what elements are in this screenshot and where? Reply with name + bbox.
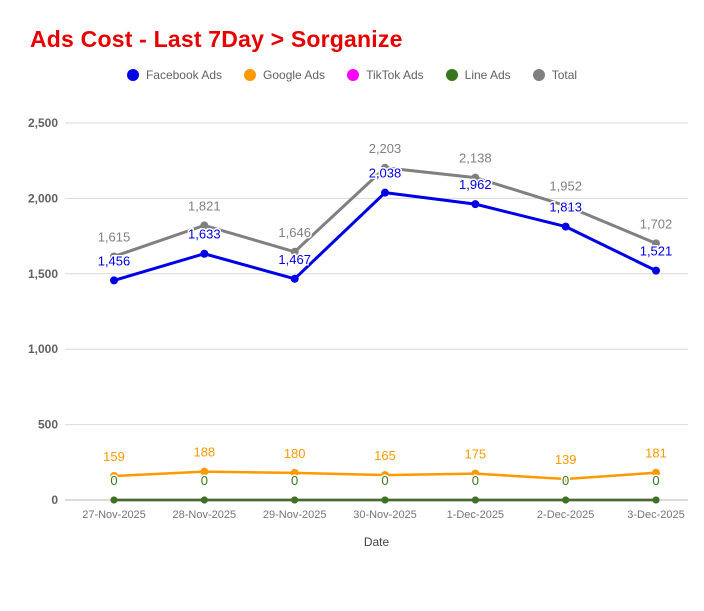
- y-axis-tick-label: 0: [51, 493, 58, 507]
- data-label-google-ads: 188: [193, 445, 215, 460]
- data-label-google-ads: 181: [645, 446, 667, 461]
- data-point-google-ads[interactable]: [471, 469, 480, 478]
- x-axis-tick-label: 1-Dec-2025: [447, 509, 504, 521]
- tiktok-ads-legend-dot-icon: [347, 69, 360, 81]
- data-point-facebook-ads[interactable]: [200, 249, 209, 258]
- legend-item-facebook-ads[interactable]: Facebook Ads: [126, 68, 223, 82]
- data-label-facebook-ads: 2,038: [369, 166, 402, 181]
- legend-label: TikTok Ads: [366, 68, 424, 82]
- data-point-line-ads[interactable]: [652, 496, 660, 504]
- x-axis-tick-label: 28-Nov-2025: [173, 509, 237, 521]
- y-axis-tick-label: 2,500: [28, 116, 58, 130]
- data-label-total: 2,203: [369, 141, 402, 156]
- data-label-facebook-ads: 1,467: [278, 252, 311, 267]
- data-point-line-ads[interactable]: [200, 496, 208, 504]
- data-point-google-ads[interactable]: [381, 471, 389, 480]
- chart-legend: Facebook Ads Google Ads TikTok Ads Line Ads…: [0, 67, 704, 83]
- data-point-total[interactable]: [381, 163, 389, 172]
- x-axis-tick-label: 3-Dec-2025: [627, 509, 684, 521]
- data-label-google-ads: 139: [555, 452, 577, 467]
- data-point-facebook-ads[interactable]: [381, 188, 389, 197]
- data-label-line-ads: 0: [652, 473, 659, 488]
- data-label-line-ads: 0: [291, 473, 298, 488]
- data-point-line-ads[interactable]: [381, 496, 389, 504]
- y-axis-tick-label: 500: [38, 418, 58, 432]
- data-point-line-ads[interactable]: [110, 496, 118, 504]
- data-point-total[interactable]: [652, 239, 660, 248]
- data-point-facebook-ads[interactable]: [561, 222, 570, 231]
- total-legend-dot-icon: [532, 69, 545, 81]
- data-point-google-ads[interactable]: [652, 468, 660, 477]
- data-label-facebook-ads: 1,521: [640, 244, 673, 259]
- data-point-google-ads[interactable]: [561, 475, 570, 484]
- data-label-google-ads: 165: [374, 448, 396, 463]
- data-label-line-ads: 0: [472, 473, 479, 488]
- data-label-total: 1,646: [278, 225, 311, 240]
- line-ads-legend-dot-icon: [445, 69, 458, 81]
- y-axis-tick-label: 1,000: [28, 342, 58, 356]
- data-label-line-ads: 0: [381, 473, 388, 488]
- data-point-google-ads[interactable]: [110, 472, 118, 481]
- data-label-line-ads: 0: [562, 473, 569, 488]
- data-label-facebook-ads: 1,813: [549, 200, 582, 215]
- ads-cost-line-chart[interactable]: 0 500 1,000 1,500 2,000 2,500 27-Nov-2025 28-No…: [0, 83, 704, 581]
- data-label-google-ads: 159: [103, 449, 125, 464]
- data-point-total[interactable]: [561, 201, 570, 210]
- data-label-total: 1,615: [98, 229, 131, 244]
- data-label-facebook-ads: 1,633: [188, 227, 221, 242]
- legend-item-tiktok-ads[interactable]: TikTok Ads: [347, 68, 424, 82]
- legend-item-line-ads[interactable]: Line Ads: [445, 68, 511, 82]
- x-axis-title: Date: [364, 535, 390, 549]
- data-label-facebook-ads: 1,962: [459, 177, 492, 192]
- y-axis-tick-label: 2,000: [28, 191, 58, 205]
- data-point-total[interactable]: [110, 252, 118, 261]
- data-label-facebook-ads: 1,456: [98, 253, 131, 268]
- ads-cost-chart-card: Ads Cost - Last 7Day > Sorganize Faceboo…: [0, 26, 704, 611]
- data-point-facebook-ads[interactable]: [290, 274, 299, 283]
- legend-label: Facebook Ads: [145, 68, 223, 82]
- x-axis-tick-label: 27-Nov-2025: [82, 509, 146, 521]
- data-label-total: 1,821: [188, 198, 221, 213]
- facebook-ads-legend-dot-icon: [126, 69, 139, 81]
- x-axis-tick-label: 29-Nov-2025: [263, 509, 327, 521]
- data-point-line-ads[interactable]: [562, 496, 570, 504]
- legend-item-google-ads[interactable]: Google Ads: [244, 68, 325, 82]
- data-point-facebook-ads[interactable]: [652, 266, 660, 275]
- data-point-google-ads[interactable]: [290, 468, 299, 477]
- data-label-total: 1,952: [549, 179, 582, 194]
- google-ads-legend-dot-icon: [244, 69, 257, 81]
- chart-title: Ads Cost - Last 7Day > Sorganize: [30, 26, 403, 52]
- data-point-line-ads[interactable]: [471, 496, 479, 504]
- legend-label: Google Ads: [263, 68, 326, 82]
- legend-item-total[interactable]: Total: [532, 68, 578, 82]
- data-point-google-ads[interactable]: [200, 467, 209, 476]
- data-label-total: 1,702: [640, 216, 673, 231]
- x-axis-tick-label: 30-Nov-2025: [353, 509, 417, 521]
- data-label-google-ads: 180: [284, 446, 306, 461]
- data-point-facebook-ads[interactable]: [110, 276, 118, 285]
- data-point-total[interactable]: [200, 221, 209, 230]
- legend-label: Line Ads: [464, 68, 511, 82]
- data-point-total[interactable]: [471, 173, 480, 182]
- data-label-line-ads: 0: [110, 473, 117, 488]
- data-point-facebook-ads[interactable]: [471, 200, 480, 209]
- x-axis-tick-label: 2-Dec-2025: [537, 509, 594, 521]
- data-point-line-ads[interactable]: [291, 496, 299, 504]
- data-label-google-ads: 175: [464, 447, 486, 462]
- data-label-line-ads: 0: [201, 473, 208, 488]
- y-axis-tick-label: 1,500: [28, 267, 58, 281]
- legend-label: Total: [551, 68, 578, 82]
- data-point-total[interactable]: [290, 247, 299, 256]
- data-label-total: 2,138: [459, 151, 492, 166]
